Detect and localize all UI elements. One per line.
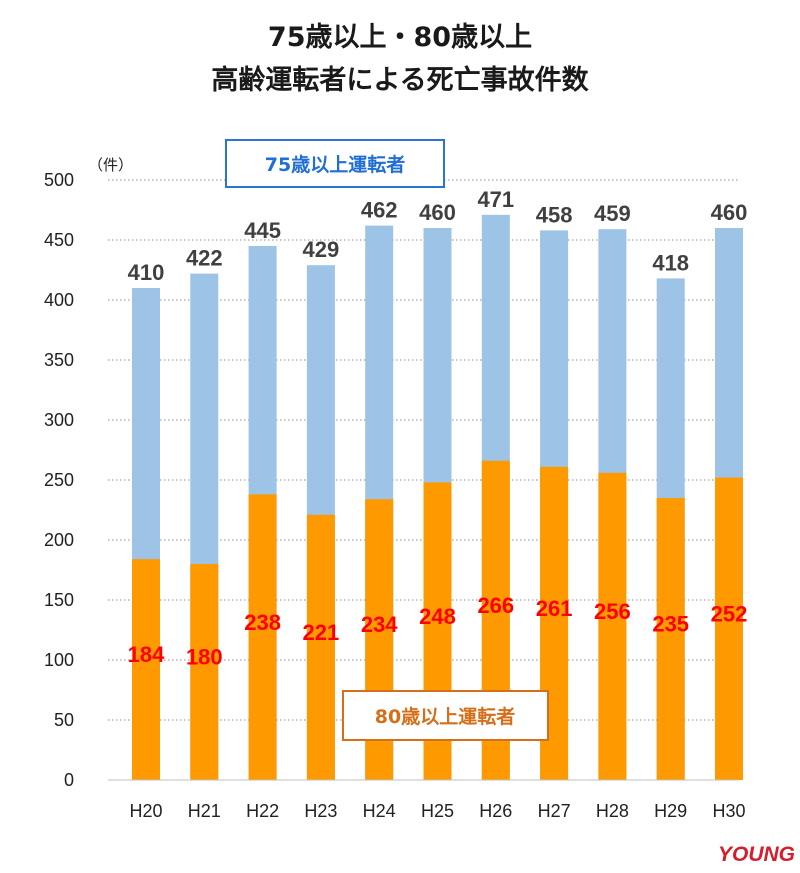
y-tick-label: 0: [64, 770, 74, 790]
y-tick-label: 150: [44, 590, 74, 610]
series-80-value-label: 248: [419, 604, 456, 629]
chart-title: 75歳以上・80歳以上 高齢運転者による死亡事故件数: [211, 22, 589, 96]
series-80-bar: [715, 477, 743, 780]
series-80-bar: [306, 514, 335, 780]
series-80-bar: [132, 559, 160, 780]
series-80-bar: [656, 498, 685, 780]
x-tick-label: H30: [712, 801, 745, 821]
watermark-logo: YOUNG: [718, 843, 795, 866]
series-80-bars: [132, 460, 743, 780]
legend-75-box: [225, 139, 445, 188]
series-75-data-labels: 410 422 445 429 462 460 471 458 459 418 460: [128, 187, 748, 285]
legend-80-label: 80歳以上運転者: [375, 706, 515, 728]
series-75-value-label: 458: [536, 202, 573, 227]
series-80-value-label: 221: [303, 620, 340, 645]
y-tick-label: 200: [44, 530, 74, 550]
x-tick-label: H24: [363, 801, 396, 821]
x-tick-label: H23: [304, 801, 337, 821]
series-75-value-label: 460: [419, 200, 456, 225]
series-80-bar: [190, 564, 219, 780]
y-tick-label: 300: [44, 410, 74, 430]
x-axis-tick-labels: H20 H21 H22 H23 H24 H25 H26 H27 H28 H29 H30: [129, 801, 745, 821]
x-tick-label: H22: [246, 801, 279, 821]
y-tick-label: 350: [44, 350, 74, 370]
legend-75-label: 75歳以上運転者: [265, 154, 405, 176]
series-80-value-label: 180: [186, 645, 223, 670]
series-75-value-label: 462: [361, 198, 398, 223]
series-80-bar: [598, 472, 627, 780]
series-75-value-label: 422: [186, 246, 223, 271]
x-tick-label: H20: [129, 801, 162, 821]
series-75-value-label: 471: [477, 187, 514, 212]
x-tick-label: H21: [188, 801, 221, 821]
series-80-value-label: 184: [128, 642, 165, 667]
series-75-value-label: 418: [652, 250, 689, 275]
series-80-value-label: 256: [594, 599, 631, 624]
y-tick-label: 400: [44, 290, 74, 310]
chart-title-line-2: 高齢運転者による死亡事故件数: [211, 64, 589, 96]
x-tick-label: H25: [421, 801, 454, 821]
y-tick-label: 250: [44, 470, 74, 490]
y-tick-label: 450: [44, 230, 74, 250]
y-tick-label: 500: [44, 170, 74, 190]
y-axis-unit: （件）: [88, 156, 133, 174]
y-axis-tick-labels: 0 50 100 150 200 250 300 350 400 450 500: [44, 170, 74, 790]
x-tick-label: H29: [654, 801, 687, 821]
series-75-value-label: 459: [594, 201, 631, 226]
legend-80: 80歳以上運転者: [342, 690, 549, 741]
chart-title-line-1: 75歳以上・80歳以上: [268, 22, 532, 53]
y-tick-label: 50: [54, 710, 74, 730]
series-80-value-label: 266: [477, 593, 514, 618]
series-75-value-label: 410: [128, 260, 165, 285]
series-80-value-label: 234: [361, 612, 398, 637]
series-80-value-label: 238: [244, 610, 281, 635]
series-80-data-labels: 184 180 238 221 234 248 266 261 256 235 252: [128, 593, 748, 670]
legend-80-box: [342, 690, 549, 741]
series-75-value-label: 460: [711, 200, 748, 225]
series-80-value-label: 252: [711, 601, 748, 626]
legend-75: 75歳以上運転者: [225, 139, 445, 188]
series-80-value-label: 235: [652, 612, 689, 637]
x-tick-label: H28: [596, 801, 629, 821]
y-tick-label: 100: [44, 650, 74, 670]
x-tick-label: H27: [538, 801, 571, 821]
series-80-bar: [248, 494, 277, 780]
x-tick-label: H26: [479, 801, 512, 821]
series-75-value-label: 429: [303, 237, 340, 262]
series-75-value-label: 445: [244, 218, 281, 243]
series-80-value-label: 261: [536, 596, 573, 621]
